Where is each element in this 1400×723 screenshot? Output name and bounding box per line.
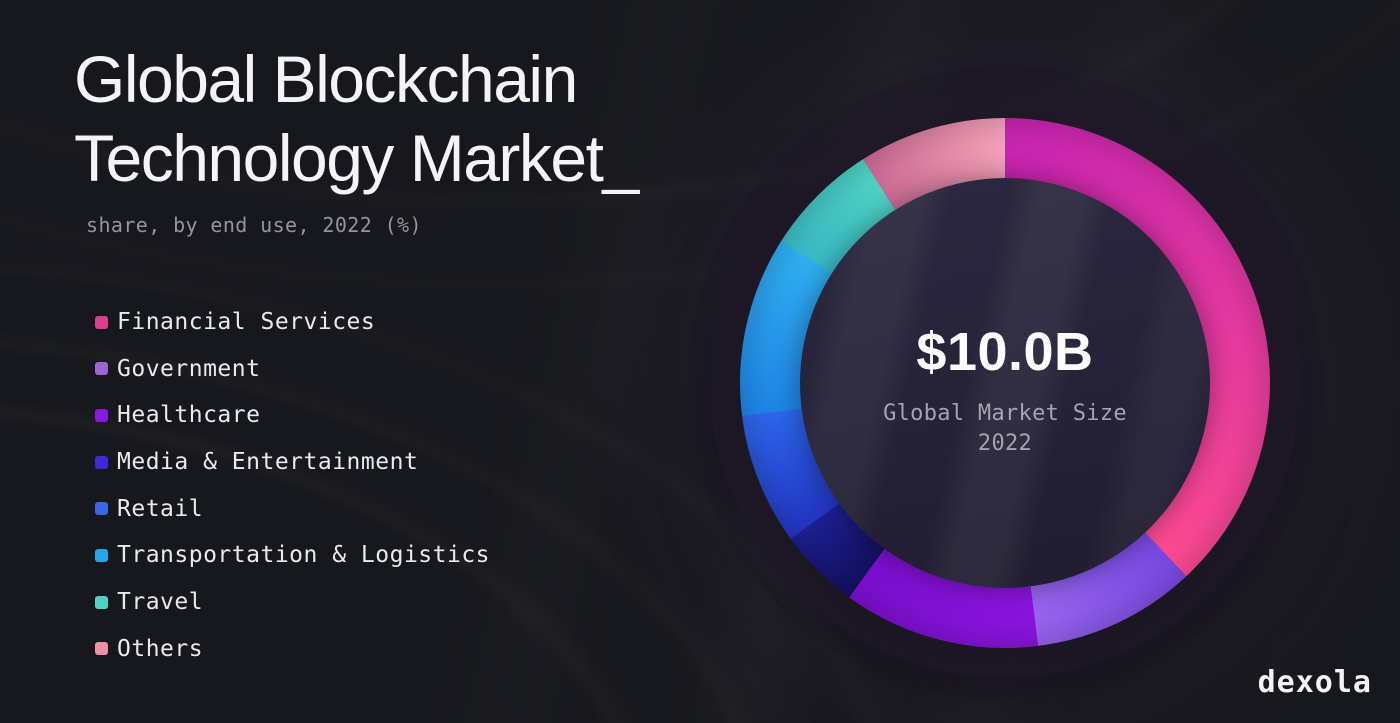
legend-label: Transportation & Logistics: [117, 542, 491, 569]
legend-swatch: [95, 315, 108, 329]
legend-label: Media & Entertainment: [117, 449, 419, 476]
legend-item-healthcare: Healthcare: [95, 402, 490, 428]
legend-label: Retail: [117, 495, 204, 522]
page-title-line1: Global Blockchain: [74, 42, 578, 116]
market-size-value: $10.0B: [916, 322, 1094, 382]
legend-label: Government: [117, 355, 261, 382]
legend-swatch: [95, 502, 108, 516]
legend-item-travel: Travel: [95, 589, 490, 615]
dexola-logo: dexola: [1257, 665, 1372, 700]
legend-label: Others: [117, 635, 204, 662]
legend-label: Healthcare: [117, 402, 261, 429]
legend-label: Travel: [117, 589, 204, 616]
legend-item-government: Government: [95, 356, 490, 382]
legend-item-others: Others: [95, 636, 490, 662]
market-size-label: Global Market Size: [883, 401, 1127, 426]
donut-chart: $10.0B Global Market Size 2022: [590, 0, 1400, 723]
legend-swatch: [95, 548, 108, 562]
legend-swatch: [95, 362, 108, 376]
legend-swatch: [95, 408, 108, 422]
page-title: Global Blockchain Technology Market_: [74, 40, 639, 198]
chart-legend: Financial Services Government Healthcare…: [95, 309, 490, 683]
page-title-line2: Technology Market_: [74, 121, 639, 195]
legend-swatch: [95, 642, 108, 656]
market-size-year: 2022: [977, 431, 1033, 456]
donut-center: $10.0B Global Market Size 2022: [800, 178, 1210, 588]
page-subtitle: share, by end use, 2022 (%): [86, 213, 422, 237]
legend-swatch: [95, 595, 108, 609]
legend-item-media-entertainment: Media & Entertainment: [95, 449, 490, 475]
legend-item-retail: Retail: [95, 496, 490, 522]
legend-item-financial-services: Financial Services: [95, 309, 490, 335]
legend-swatch: [95, 455, 108, 469]
legend-item-transportation-logistics: Transportation & Logistics: [95, 542, 490, 568]
legend-label: Financial Services: [117, 309, 376, 335]
